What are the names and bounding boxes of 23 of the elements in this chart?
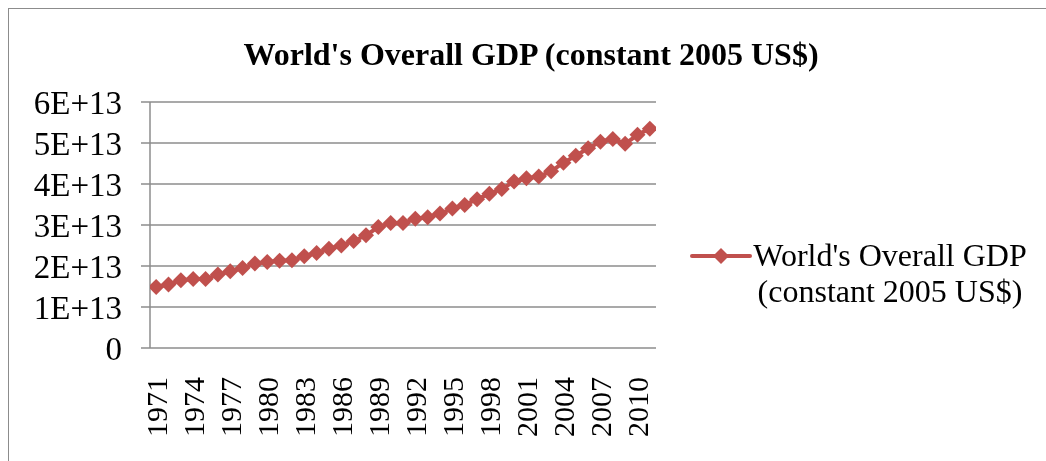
chart-title: World's Overall GDP (constant 2005 US$)	[242, 35, 820, 73]
x-tick-label: 1980	[250, 377, 284, 437]
x-tick-label: 2004	[546, 377, 580, 437]
x-tick-label: 2007	[583, 377, 617, 437]
x-tick-label: 1974	[176, 377, 210, 437]
x-tick-label: 1977	[213, 377, 247, 437]
x-tick-label: 1989	[361, 377, 395, 437]
x-tick-label: 1992	[398, 377, 432, 437]
x-tick-label: 1998	[472, 377, 506, 437]
y-tick-label: 6E+13	[33, 84, 122, 121]
x-tick-label: 1983	[287, 377, 321, 437]
y-tick-label: 2E+13	[33, 248, 122, 285]
legend-label: World's Overall GDP (constant 2005 US$)	[753, 237, 1027, 309]
x-tick-label: 2010	[620, 377, 654, 437]
y-tick-label: 3E+13	[33, 207, 122, 244]
x-tick-label: 1995	[435, 377, 469, 437]
x-tick-label: 1986	[324, 377, 358, 437]
y-tick-label: 0	[105, 330, 122, 367]
x-tick-label: 1971	[139, 377, 173, 437]
y-tick-label: 5E+13	[33, 125, 122, 162]
y-tick-label: 1E+13	[33, 289, 122, 326]
y-tick-label: 4E+13	[33, 166, 122, 203]
x-tick-label: 2001	[509, 377, 543, 437]
